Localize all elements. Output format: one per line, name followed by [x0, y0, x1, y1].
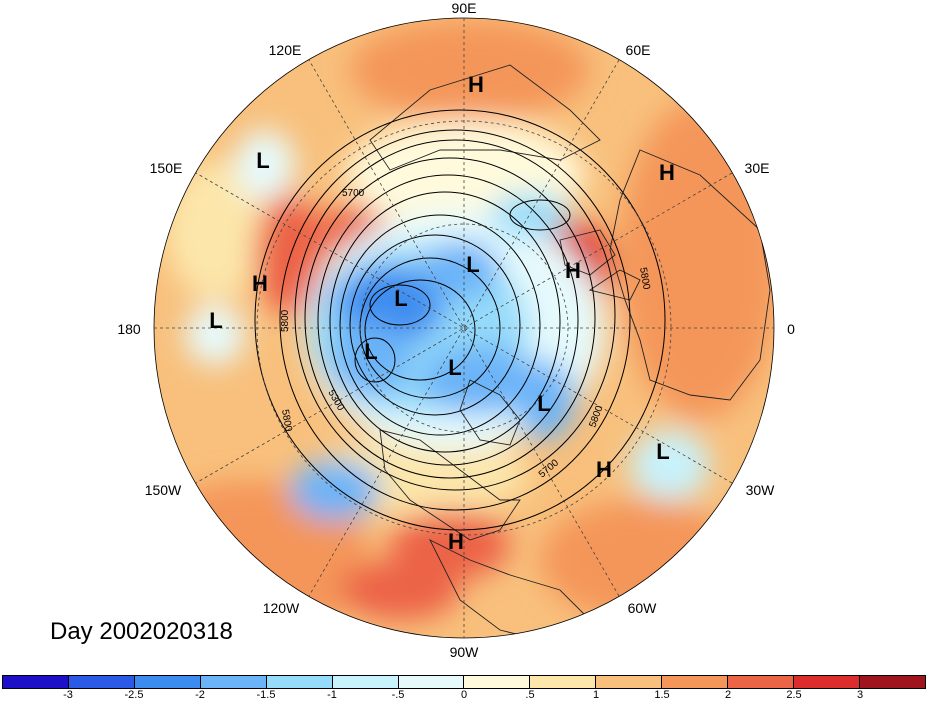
contour-label: 5800: [279, 409, 294, 433]
lon-label-30w: 30W: [746, 482, 776, 498]
colorbar-tick-label: -1.5: [256, 689, 276, 701]
colorbar-swatch: [266, 676, 333, 688]
lon-label-60e: 60E: [626, 42, 651, 58]
lon-label-180: 180: [117, 321, 141, 337]
colorbar-swatch: [3, 676, 69, 688]
polar-stereographic-map: 90E 60E 30E 0 30W 60W 90W 120W 150W 180 …: [117, 0, 795, 660]
colorbar-swatch: [728, 676, 795, 688]
longitude-labels: 90E 60E 30E 0 30W 60W 90W 120W 150W 180 …: [117, 0, 795, 660]
colorbar-tick-label: 0: [460, 689, 468, 701]
lon-label-150w: 150W: [145, 482, 182, 498]
colorbar-tick-label: -1: [327, 689, 337, 701]
colorbar-tick-label: -.5: [391, 689, 405, 701]
colorbar-swatch: [332, 676, 399, 688]
contour-label: 5800: [280, 309, 291, 332]
colorbar-tick-label: 1.5: [654, 689, 670, 701]
colorbar-swatch: [398, 676, 465, 688]
lon-label-90w: 90W: [450, 644, 480, 660]
colorbar-swatch: [200, 676, 267, 688]
high-pressure-label: H: [596, 457, 612, 482]
high-pressure-label: H: [448, 529, 464, 554]
colorbar-swatch: [134, 676, 201, 688]
graticule: [153, 17, 775, 639]
colorbar-tick-label: 3: [856, 689, 864, 701]
pressure-centers: H L H H H L L L L L L H L H: [209, 72, 675, 554]
low-pressure-label: L: [364, 339, 377, 364]
colorbar-tick-label: 2.5: [786, 689, 802, 701]
colorbar-swatch: [859, 676, 925, 688]
low-pressure-label: L: [656, 439, 669, 464]
lon-label-150e: 150E: [150, 160, 183, 176]
colorbar-swatch: [530, 676, 597, 688]
low-pressure-label: L: [256, 148, 269, 173]
colorbar-tick-label: 2: [724, 689, 732, 701]
low-pressure-label: L: [448, 355, 461, 380]
high-pressure-label: H: [659, 160, 675, 185]
high-pressure-label: H: [565, 258, 581, 283]
lon-label-120w: 120W: [263, 600, 300, 616]
colorbar-tick-label: 1: [592, 689, 600, 701]
colorbar-tick-label: -3: [63, 689, 73, 701]
colorbar: [2, 675, 926, 689]
colorbar-swatch: [464, 676, 531, 688]
colorbar-tick-labels: -3 -2.5 -2 -1.5 -1 -.5 0 .5 1 1.5 2 2.5 3: [2, 689, 926, 702]
date-title: Day 2002020318: [50, 618, 233, 645]
lon-label-0: 0: [787, 321, 795, 337]
high-pressure-label: H: [252, 271, 268, 296]
lon-label-120e: 120E: [269, 42, 302, 58]
colorbar-swatch: [662, 676, 729, 688]
contour-label: 5700: [342, 188, 365, 199]
colorbar-tick-label: .5: [525, 689, 535, 701]
colorbar-swatch: [794, 676, 860, 688]
low-pressure-label: L: [537, 391, 550, 416]
high-pressure-label: H: [468, 72, 484, 97]
colorbar-tick-label: -2: [195, 689, 205, 701]
colorbar-tick-label: -2.5: [124, 689, 144, 701]
lon-label-90e: 90E: [452, 0, 477, 16]
height-contours: [254, 109, 666, 531]
low-pressure-label: L: [394, 286, 407, 311]
low-pressure-label: L: [466, 252, 479, 277]
colorbar-swatch: [68, 676, 135, 688]
colorbar-swatch: [596, 676, 663, 688]
contour-label: 5800: [637, 267, 652, 291]
low-pressure-label: L: [209, 308, 222, 333]
lon-label-60w: 60W: [628, 600, 658, 616]
lon-label-30e: 30E: [745, 160, 770, 176]
